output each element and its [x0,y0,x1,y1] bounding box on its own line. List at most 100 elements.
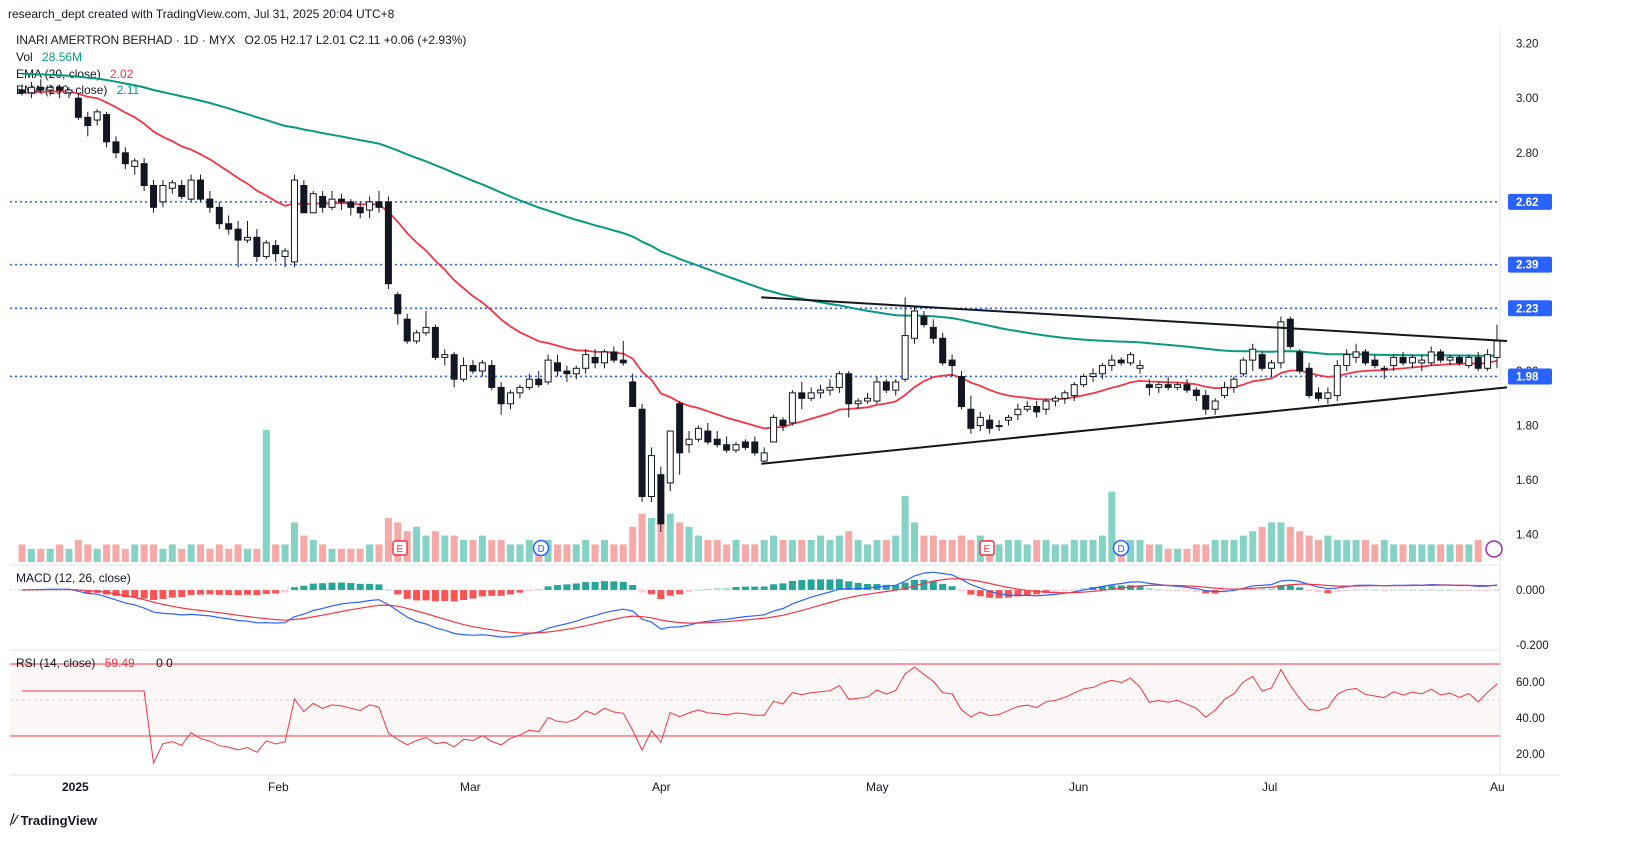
volume-bar [1183,548,1191,562]
volume-legend[interactable]: Vol 28.56M [16,50,82,64]
candle-body [319,195,327,208]
macd-histogram-bar [497,590,505,596]
macd-legend[interactable]: MACD (12, 26, close) [16,571,131,585]
volume-bar [1455,544,1463,562]
macd-histogram-bar [1108,585,1116,590]
volume-bar [770,535,778,562]
candle-body [507,392,515,405]
candle-body [37,86,45,91]
month-label: 2025 [62,780,89,794]
candle-body [93,111,101,121]
volume-bar [262,430,270,562]
candle-body [1418,359,1426,364]
volume-bar [206,548,214,562]
rsi-legend[interactable]: RSI (14, close) 59.49 0 0 [16,656,173,670]
candle-body [760,452,768,462]
macd-histogram-bar [610,581,618,590]
macd-histogram-bar [1484,590,1492,591]
level-badge [1508,193,1552,210]
candle-body [600,351,608,364]
macd-histogram-bar [1493,589,1501,591]
macd-histogram-bar [450,590,458,602]
rsi-extra: 0 0 [156,656,173,670]
candle-body [995,425,1003,428]
macd-histogram-bar [629,585,637,590]
volume-bar [84,544,92,562]
candle-body [497,386,505,405]
volume-label: Vol [16,50,33,64]
candle-body [676,403,684,454]
macd-histogram-bar [666,590,674,596]
candle-body [1324,392,1332,399]
macd-histogram-bar [1145,588,1153,590]
candle-body [1117,359,1125,364]
candle-body [892,381,900,391]
candle-body [1277,321,1285,364]
candle-body [197,179,205,200]
candle-body [657,474,665,525]
volume-bar [1098,535,1106,562]
earnings-marker [979,540,995,556]
macd-histogram-bar [1361,589,1369,591]
candle-body [150,185,158,208]
volume-bar [309,540,317,562]
candle-body [187,179,195,200]
macd-histogram-bar [243,590,251,595]
macd-histogram-bar [197,590,205,595]
macd-histogram-bar [488,590,496,596]
candle-body [1230,378,1238,388]
candle-body [1296,351,1304,372]
volume-bar [93,548,101,562]
candle-body [732,444,740,451]
candle-body [309,193,317,214]
macd-histogram-bar [460,590,468,600]
volume-bar [103,544,111,562]
macd-histogram-bar [892,585,900,590]
rsi-label: RSI (14, close) [16,656,96,670]
volume-bar [488,540,496,562]
macd-histogram-bar [572,583,580,590]
macd-tick-label: -0.200 [1516,640,1549,652]
level-badge [1508,300,1552,317]
volume-bar [460,540,468,562]
tradingview-logo[interactable]: ⧸⁄ TradingView [10,812,97,828]
macd-histogram-bar [516,590,524,593]
volume-bar [751,544,759,562]
macd-histogram-bar [1437,589,1445,591]
marker-letter: E [397,544,404,555]
macd-histogram-bar [929,581,937,590]
macd-histogram-bar [1033,590,1041,595]
candle-body [694,427,702,440]
candle-body [948,359,956,367]
volume-bar [788,540,796,562]
candle-body [1145,384,1153,388]
attribution-text: research_dept created with TradingView.c… [8,7,395,21]
macd-histogram-bar [939,583,947,590]
volume-bar [1033,540,1041,562]
volume-bar [178,548,186,562]
macd-histogram-bar [1042,590,1050,593]
candle-body [290,179,298,263]
volume-bar [328,548,336,562]
symbol-legend[interactable]: INARI AMERTRON BERHAD · 1D · MYX O2.05 H… [16,33,466,47]
macd-histogram-bar [253,590,261,596]
candle-body [1380,367,1388,370]
month-label: Feb [268,780,289,794]
volume-bar [215,544,223,562]
macd-histogram-bar [290,587,298,590]
macd-histogram-bar [140,590,148,599]
candle-body [469,365,477,372]
macd-signal-line [21,578,1498,634]
macd-histogram-bar [817,579,825,590]
volume-bar [1399,544,1407,562]
volume-bar [892,535,900,562]
candle-body [1493,340,1501,358]
volume-bar [497,540,505,562]
macd-histogram-bar [986,590,994,598]
volume-bar [1108,491,1116,562]
macd-histogram-bar [957,590,965,591]
volume-bar [74,540,82,562]
macd-histogram-bar [760,586,768,590]
candle-body [1399,356,1407,364]
